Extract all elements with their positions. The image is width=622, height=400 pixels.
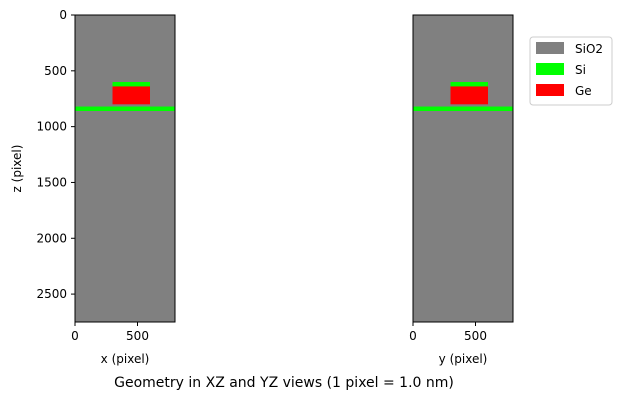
region-si [112,81,150,87]
legend-label: SiO2 [575,42,603,56]
y-tick-label: 500 [44,64,67,78]
y-tick-label: 1000 [36,120,67,134]
x-axis-label: y (pixel) [439,352,488,366]
y-tick-label: 2000 [36,231,67,245]
figure-title: Geometry in XZ and YZ views (1 pixel = 1… [114,375,454,391]
legend-label: Ge [575,84,592,98]
legend-swatch [536,84,564,96]
region-ge [450,86,488,105]
y-tick-label: 2500 [36,287,67,301]
x-tick-label: 0 [71,329,79,343]
region-si [75,106,175,112]
plot-frame [412,14,514,323]
legend-swatch [536,63,564,75]
plot-frame [74,14,176,323]
x-tick-label: 500 [126,329,149,343]
legend: SiO2 Si Ge [529,36,613,106]
x-tick-label: 0 [409,329,417,343]
region-sio2 [75,15,175,322]
region-ge [112,86,150,105]
panel-xz: 0 500 0 500 1000 1500 2000 2500 x (pixel) z (pixe… [10,8,176,366]
x-axis-label: x (pixel) [101,352,150,366]
region-si [450,81,488,87]
legend-swatch [536,42,564,54]
panel-yz: 0 500 y (pixel) [409,14,514,366]
x-tick-label: 500 [464,329,487,343]
legend-label: Si [575,63,586,77]
region-si [413,106,513,112]
y-tick-label: 0 [59,8,67,22]
region-sio2 [413,15,513,322]
y-axis-label: z (pixel) [10,145,24,193]
y-tick-label: 1500 [36,175,67,189]
